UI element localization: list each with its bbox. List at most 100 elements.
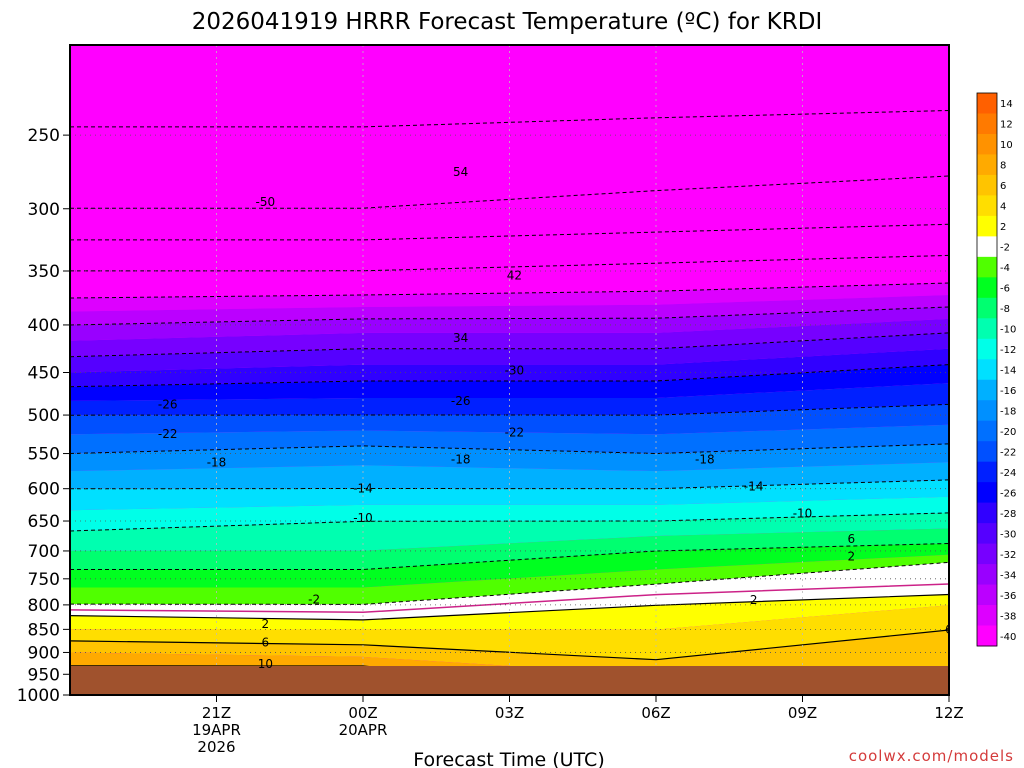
colorbar-swatch: [977, 461, 997, 483]
y-tick-label: 950: [28, 665, 60, 685]
colorbar-label: 4: [1000, 202, 1006, 213]
colorbar-label: -34: [1000, 570, 1016, 581]
y-tick-label: 1000: [17, 686, 60, 706]
colorbar-swatch: [977, 338, 997, 360]
ground-layer: [70, 666, 949, 695]
credit-text: coolwx.com/models: [849, 747, 1014, 765]
temperature-band: [70, 562, 949, 620]
colorbar-label: 6: [1000, 181, 1006, 192]
y-tick-label: 850: [28, 620, 60, 640]
contour-label: 6: [262, 635, 270, 649]
colorbar-label: -8: [1000, 304, 1010, 315]
temperature-band: [70, 270, 949, 298]
x-tick-label: 2026: [197, 738, 235, 756]
colorbar-swatch: [977, 133, 997, 155]
colorbar-swatch: [977, 502, 997, 524]
y-tick-label: 500: [28, 406, 60, 426]
temperature-band: [70, 443, 949, 472]
colorbar-swatch: [977, 113, 997, 135]
colorbar-label: -30: [1000, 529, 1016, 540]
y-tick-label: 900: [28, 643, 60, 663]
y-tick-label: 650: [28, 512, 60, 532]
colorbar-label: -4: [1000, 263, 1010, 274]
colorbar-label: 8: [1000, 161, 1006, 172]
contour-label-text: 6: [848, 532, 856, 546]
y-tick-label: 700: [28, 542, 60, 562]
isotherm-line: [70, 593, 949, 621]
contour-label: -18: [207, 455, 227, 469]
contour-label: -14: [353, 482, 373, 496]
x-tick-label: 20APR: [339, 721, 388, 739]
colorbar-swatch: [977, 359, 997, 381]
contour-label: -2: [308, 592, 320, 606]
contour-label-text: 2: [750, 593, 758, 607]
colorbar-label: -20: [1000, 427, 1016, 438]
x-tick-label: 12Z: [934, 704, 963, 722]
colorbar-swatch: [977, 523, 997, 545]
y-tick-label: 300: [28, 200, 60, 220]
colorbar-label: -14: [1000, 366, 1016, 377]
contour-label-text: -14: [353, 482, 373, 496]
contour-label-text: -30: [505, 364, 525, 378]
temperature-band: [70, 605, 949, 660]
contour-label-text: -18: [451, 452, 471, 466]
contour-label-text: 42: [507, 269, 522, 283]
contour-label-text: -26: [158, 397, 178, 411]
colorbar-label: -6: [1000, 284, 1010, 295]
y-tick-label: 250: [28, 126, 60, 146]
colorbar-swatch: [977, 400, 997, 422]
contour-label: 54: [453, 165, 468, 179]
x-tick-label: 21Z: [202, 704, 231, 722]
colorbar-label: 10: [1000, 140, 1013, 151]
contour-label: -18: [695, 452, 715, 466]
contour-label: 2: [750, 593, 758, 607]
colorbar-label: -38: [1000, 611, 1016, 622]
temperature-band: [70, 594, 949, 630]
colorbar-swatch: [977, 297, 997, 319]
y-tick-label: 450: [28, 364, 60, 384]
colorbar-swatch: [977, 625, 997, 647]
temperature-band: [70, 462, 949, 489]
contour-label: -50: [256, 195, 276, 209]
x-tick-label: 06Z: [641, 704, 670, 722]
colorbar-swatch: [977, 174, 997, 196]
contour-label: 10: [258, 657, 273, 671]
contour-label-text: -18: [207, 455, 227, 469]
y-tick-label: 600: [28, 480, 60, 500]
colorbar-swatch: [977, 605, 997, 627]
contour-label-text: 34: [453, 331, 468, 345]
colorbar-label: -40: [1000, 632, 1016, 643]
colorbar-swatch: [977, 277, 997, 299]
contour-label: -30: [505, 364, 525, 378]
colorbar-swatch: [977, 482, 997, 504]
contour-label: -10: [793, 506, 813, 520]
chart-title: 2026041919 HRRR Forecast Temperature (ºC…: [192, 9, 822, 35]
colorbar-swatch: [977, 441, 997, 463]
colorbar-label: -24: [1000, 468, 1016, 479]
colorbar-swatch: [977, 564, 997, 586]
colorbar-swatch: [977, 236, 997, 258]
contour-label-text: 6: [945, 622, 953, 636]
colorbar-label: 12: [1000, 120, 1013, 131]
contour-label-text: -26: [451, 394, 471, 408]
x-axis-label: Forecast Time (UTC): [413, 749, 604, 768]
colorbar-label: -10: [1000, 325, 1016, 336]
x-tick-label: 00Z: [348, 704, 377, 722]
contour-label-text: 2: [848, 550, 856, 564]
y-tick-label: 750: [28, 570, 60, 590]
colorbar-frame: [976, 92, 998, 647]
y-tick-label: 350: [28, 262, 60, 282]
colorbar-swatch: [977, 584, 997, 606]
temperature-band: [70, 348, 949, 387]
contour-label-text: -14: [744, 480, 764, 494]
temperature-band: [70, 543, 949, 588]
colorbar-swatch: [977, 215, 997, 237]
temperature-band: [70, 404, 949, 435]
colorbar-swatch: [977, 420, 997, 442]
colorbar-label: -28: [1000, 509, 1016, 520]
colorbar-swatch: [977, 543, 997, 565]
colorbar-label: -18: [1000, 406, 1016, 417]
contour-label-text: -18: [695, 452, 715, 466]
